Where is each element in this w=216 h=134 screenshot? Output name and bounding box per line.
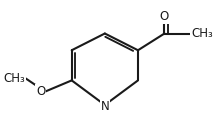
Text: CH₃: CH₃ (191, 27, 213, 40)
Text: CH₃: CH₃ (3, 72, 25, 85)
Text: N: N (100, 100, 109, 113)
Text: O: O (36, 85, 45, 98)
Text: O: O (160, 10, 169, 23)
